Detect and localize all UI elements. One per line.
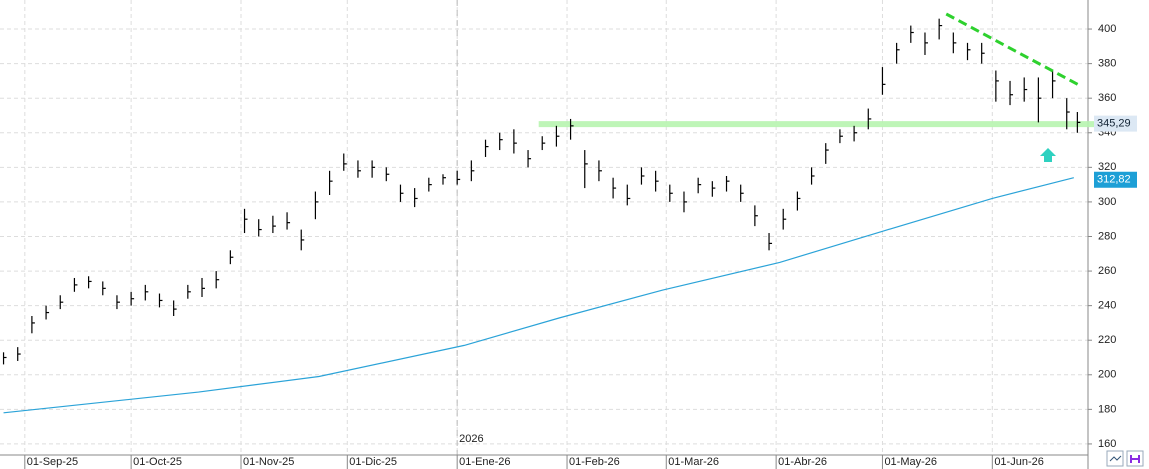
x-tick-label: 01-Abr-26 <box>778 456 827 468</box>
y-tick-label: 400 <box>1098 23 1116 35</box>
y-tick-label: 220 <box>1098 334 1116 346</box>
y-tick-label: 320 <box>1098 161 1116 173</box>
icon-glyph <box>1109 455 1122 462</box>
x-tick-label: 01-Nov-25 <box>243 456 294 468</box>
price-label-box <box>1094 115 1137 132</box>
y-tick-label: 280 <box>1098 230 1116 242</box>
arrow-up <box>1040 148 1056 162</box>
trendline <box>945 12 1082 88</box>
x-tick-label: 01-May-26 <box>884 456 937 468</box>
toolbar-icons <box>1106 450 1144 467</box>
y-tick-label: 200 <box>1098 369 1116 381</box>
y-tick-label: 240 <box>1098 300 1116 312</box>
y-tick-label: 380 <box>1098 58 1116 70</box>
year-label: 2026 <box>459 433 483 445</box>
x-tick-label: 01-Sep-25 <box>27 456 78 468</box>
y-tick-label: 260 <box>1098 265 1116 277</box>
y-tick-label: 180 <box>1098 403 1116 415</box>
y-tick-label: 160 <box>1098 438 1116 450</box>
moving-average-line <box>3 177 1074 414</box>
icon-glyph <box>1130 455 1140 463</box>
price-label: 312,82 <box>1097 174 1131 186</box>
x-tick-label: 01-Oct-25 <box>133 456 182 468</box>
price-label: 345,29 <box>1097 118 1131 130</box>
x-tick-label: 01-Feb-26 <box>569 456 620 468</box>
x-tick-label: 01-Jun-26 <box>994 456 1044 468</box>
x-tick-label: 01-Dic-25 <box>349 456 397 468</box>
y-tick-label: 300 <box>1098 196 1116 208</box>
x-tick-label: 01-Mar-26 <box>668 456 719 468</box>
x-tick-label: 01-Ene-26 <box>459 456 510 468</box>
y-tick-label: 360 <box>1098 92 1116 104</box>
price-label-box <box>1094 171 1137 188</box>
